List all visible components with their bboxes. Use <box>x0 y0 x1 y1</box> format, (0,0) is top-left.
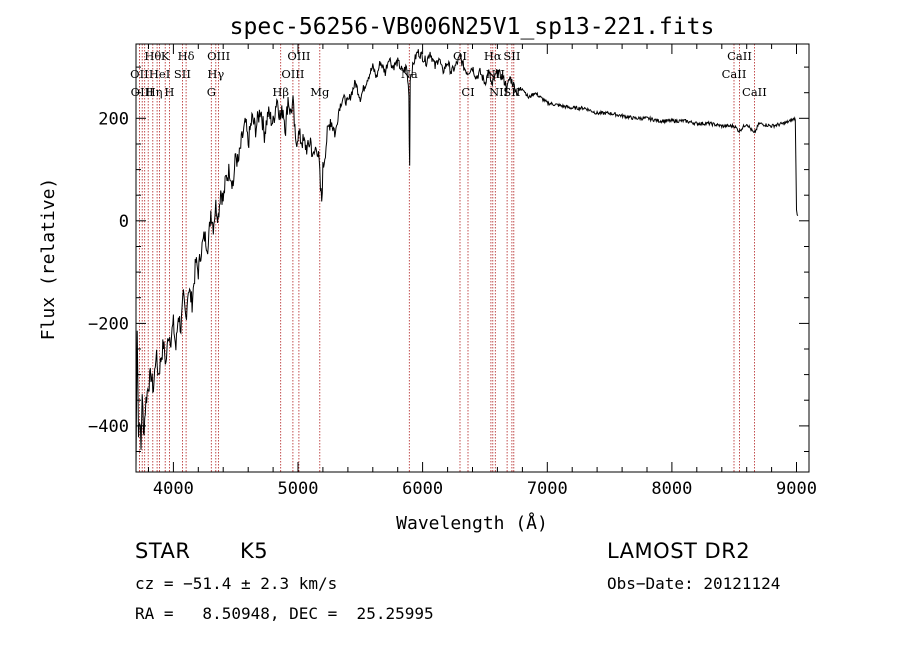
series-layer <box>136 49 799 468</box>
spectral-line-label: OIII <box>207 49 230 63</box>
spectral-line-label: HeI <box>149 67 170 81</box>
chart-title: spec-56256-VB006N25V1_sp13-221.fits <box>230 14 715 40</box>
x-tick-label: 5000 <box>278 479 319 499</box>
x-tick-label: 6000 <box>402 479 443 499</box>
object-class: STAR <box>135 539 191 563</box>
x-tick-label: 9000 <box>776 479 817 499</box>
plot-frame <box>135 43 810 473</box>
spectral-line-label: G <box>207 85 216 99</box>
spectral-line-label: Mg <box>310 85 330 99</box>
spectral-line-label: Hθ <box>144 49 161 63</box>
spectral-line-label: Hβ <box>272 85 289 99</box>
spectral-line-label: OIII <box>281 67 304 81</box>
spectral-line-label: CaII <box>742 85 767 99</box>
flux-series-line <box>136 49 799 468</box>
coordinates: RA = 8.50948, DEC = 25.25995 <box>135 604 434 623</box>
redshift-velocity: cz = −51.4 ± 2.3 km/s <box>135 574 338 593</box>
y-tick-label: −200 <box>88 314 129 334</box>
x-tick-label: 8000 <box>651 479 692 499</box>
spectral-line-label: OIII <box>287 49 310 63</box>
spectral-line-label: Hα <box>484 49 502 63</box>
spectral-line-label: Hδ <box>178 49 195 63</box>
y-tick-label: 200 <box>98 109 129 129</box>
observation-date: Obs−Date: 20121124 <box>607 574 781 593</box>
spectral-line-label: NII <box>489 85 508 99</box>
spectral-lines-layer <box>138 44 755 472</box>
spectral-line-label: CaII <box>727 49 752 63</box>
spectral-line-label: Hη <box>146 85 163 99</box>
spectral-line-label: OII <box>130 67 149 81</box>
spectral-line-label: H <box>164 85 174 99</box>
spectral-line-label: Na <box>401 67 418 81</box>
y-tick-label: 0 <box>119 212 129 232</box>
spectral-line-label: CaII <box>722 67 747 81</box>
axes-layer: 4000 5000 6000 7000 8000 9000 −400 −200 0 200 <box>88 43 817 499</box>
y-tick-label: −400 <box>88 417 129 437</box>
x-tick-label: 4000 <box>153 479 194 499</box>
object-subclass: K5 <box>240 539 269 563</box>
survey-name: LAMOST DR2 <box>607 539 751 563</box>
spectral-line-label: K <box>161 49 170 63</box>
spectral-line-label: SII <box>174 67 191 81</box>
x-tick-label: 7000 <box>527 479 568 499</box>
x-axis-label: Wavelength (Å) <box>396 512 548 534</box>
y-axis-label: Flux (relative) <box>38 178 59 341</box>
spectral-line-label: SII <box>503 85 520 99</box>
spectral-line-label: Hγ <box>207 67 224 81</box>
spectral-line-label: CI <box>461 85 474 99</box>
spectral-line-label: SII <box>503 49 520 63</box>
